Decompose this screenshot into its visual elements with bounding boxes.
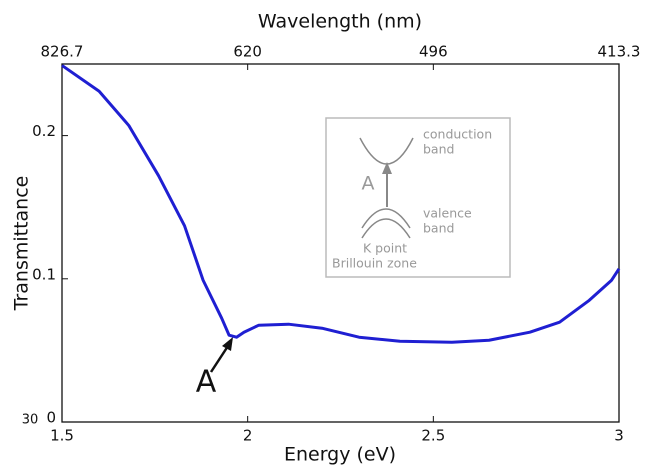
inset: A conduction band valence band K point B… [325, 117, 511, 278]
annotation: 30 [22, 413, 39, 428]
inset-frame [325, 117, 511, 278]
x-tick-label: 1.5 [50, 427, 74, 445]
arrow-head [382, 162, 392, 174]
inset-text: conduction [423, 127, 492, 142]
data-line [61, 64, 621, 344]
inset-text: band [423, 221, 454, 236]
x-axis-title: Energy (eV) [284, 444, 396, 466]
x-tick-label: 3 [614, 427, 624, 445]
conduction-band [359, 137, 414, 165]
inset-text: K point [363, 241, 407, 256]
plot-frame [61, 63, 620, 423]
x2-axis-title: Wavelength (nm) [258, 11, 422, 33]
inset-text: valence [423, 206, 472, 221]
y-tick-label: 0.2 [32, 122, 56, 140]
x-tick-label: 2 [243, 427, 253, 445]
inset-text: band [423, 142, 454, 157]
valence-band [361, 208, 411, 229]
y-axis-title: Transmittance [11, 176, 33, 312]
x-tick-label: 2.5 [421, 427, 445, 445]
x2-tick-label: 826.7 [41, 43, 84, 61]
y-tick-label: 0 [46, 409, 56, 427]
y-tick-label: 0.1 [32, 265, 56, 283]
annotation: A [196, 365, 217, 400]
inset-text: Brillouin zone [332, 256, 417, 271]
valence-band [361, 218, 411, 239]
arrow-head [222, 337, 233, 351]
x2-tick-label: 496 [419, 43, 448, 61]
annotation-arrow [209, 345, 230, 373]
x2-tick-label: 413.3 [598, 43, 641, 61]
inset-label: A [362, 173, 375, 195]
x2-tick-label: 620 [233, 43, 262, 61]
